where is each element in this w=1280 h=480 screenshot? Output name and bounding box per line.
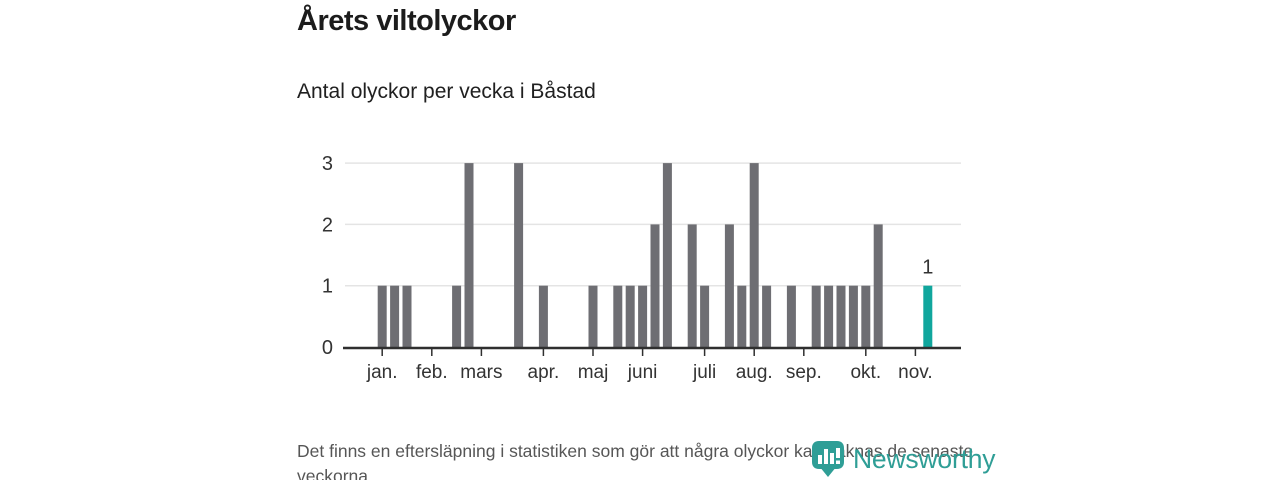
bar-week-22: [613, 285, 623, 347]
bar-week-28: [687, 224, 697, 347]
bar-week-41: [848, 285, 858, 347]
x-axis-label-jan.: jan.: [366, 362, 398, 383]
bar-week-26: [662, 163, 672, 347]
bar-week-34: [762, 285, 772, 347]
bar-week-10: [464, 163, 474, 347]
bar-week-29: [700, 285, 710, 347]
x-axis-label-nov.: nov.: [898, 362, 933, 383]
y-axis-label-3: 3: [322, 153, 333, 175]
page-title: Årets viltolyckor: [297, 5, 516, 37]
bar-week-31: [724, 224, 734, 347]
newsworthy-logo-text: Newsworthy: [853, 443, 996, 474]
bar-week-16: [538, 285, 548, 347]
bar-week-36: [786, 285, 796, 347]
bar-week-32: [737, 285, 747, 347]
bar-week-42: [861, 285, 871, 347]
x-axis-label-maj: maj: [578, 362, 609, 383]
bar-week-33: [749, 163, 759, 347]
newsworthy-pin-barchart-icon: [812, 441, 844, 477]
x-axis-label-juli: juli: [692, 362, 716, 383]
x-axis-label-apr.: apr.: [528, 362, 560, 383]
footnote: Det finns en eftersläpning i statistiken…: [297, 441, 974, 480]
y-axis-label-1: 1: [322, 276, 333, 298]
bar-chart: 0 1 2 3 1 jan. feb. mars apr. maj juni juli aug. sep.…: [322, 153, 961, 383]
bar-week-20: [588, 285, 598, 347]
x-axis-label-sep.: sep.: [786, 362, 822, 383]
x-axis-label-mars: mars: [460, 362, 502, 383]
bar-week-39: [824, 285, 834, 347]
bar-week-24: [638, 285, 648, 347]
bar-week-43: [873, 224, 883, 347]
bar-week-40: [836, 285, 846, 347]
bar-week-23: [625, 285, 635, 347]
bar-value-label: 1: [922, 257, 933, 279]
bar-week-25: [650, 224, 660, 347]
y-axis-label-2: 2: [322, 214, 333, 236]
bar-week-9: [452, 285, 462, 347]
bar-week-5: [402, 285, 412, 347]
x-axis-label-juni: juni: [627, 362, 658, 383]
y-axis-label-0: 0: [322, 337, 333, 359]
bar-week-3: [377, 285, 387, 347]
x-axis-label-aug.: aug.: [736, 362, 773, 383]
chart-subtitle: Antal olyckor per vecka i Båstad: [297, 80, 596, 103]
newsworthy-logo: Newsworthy: [811, 440, 996, 478]
bar-week-47: [923, 285, 933, 347]
x-axis-label-feb.: feb.: [416, 362, 448, 383]
bar-week-4: [390, 285, 400, 347]
bar-week-14: [514, 163, 524, 347]
bar-week-38: [811, 285, 821, 347]
x-axis-label-okt.: okt.: [850, 362, 881, 383]
